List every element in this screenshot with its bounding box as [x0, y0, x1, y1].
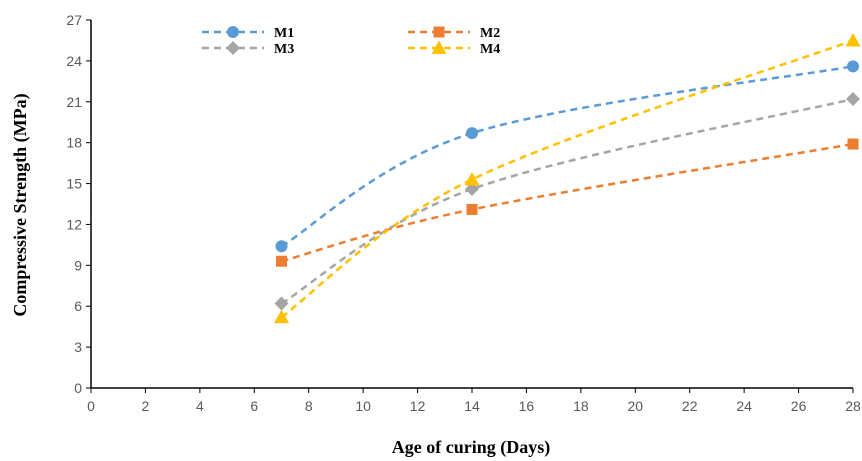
x-tick-label: 0	[87, 398, 95, 414]
x-tick-label: 10	[355, 398, 371, 414]
data-point-m4	[274, 309, 289, 324]
series-m2	[276, 138, 859, 267]
data-point-m1	[466, 127, 478, 140]
x-tick-label: 16	[519, 398, 535, 414]
data-point-m3	[465, 182, 479, 197]
x-tick-label: 6	[250, 398, 258, 414]
data-point-m2	[847, 138, 859, 150]
legend-label-m4: M4	[480, 42, 500, 57]
x-tick-label: 18	[573, 398, 589, 414]
legend-marker-m1	[227, 26, 239, 38]
y-tick-label: 21	[66, 94, 82, 110]
y-tick-label: 0	[74, 380, 82, 396]
y-tick-label: 24	[66, 53, 82, 69]
legend-item-m1: M1	[202, 26, 294, 41]
data-point-m1	[847, 60, 859, 73]
data-point-m4	[845, 32, 861, 47]
series-m3	[274, 92, 860, 311]
y-tick-label: 18	[66, 135, 82, 151]
y-tick-label: 12	[66, 216, 82, 232]
x-tick-label: 12	[410, 398, 426, 414]
y-tick-label: 15	[66, 176, 82, 192]
series-line-m3	[280, 97, 854, 305]
y-tick-label: 9	[74, 257, 82, 273]
legend-item-m2: M2	[408, 26, 500, 41]
legend-label-m1: M1	[274, 26, 294, 41]
x-tick-label: 4	[196, 398, 204, 414]
x-tick-label: 2	[142, 398, 150, 414]
y-tick-label: 6	[74, 298, 82, 314]
legend-label-m2: M2	[480, 26, 500, 41]
series-line-m1	[280, 65, 854, 248]
x-tick-label: 8	[305, 398, 313, 414]
data-point-m1	[275, 240, 288, 253]
series-line-m4	[280, 39, 854, 319]
legend-item-m4: M4	[408, 40, 500, 57]
x-tick-label: 20	[627, 398, 643, 414]
legend-label-m3: M3	[274, 42, 294, 57]
data-point-m4	[464, 171, 480, 186]
legend-marker-m3	[226, 41, 240, 55]
x-tick-label: 24	[736, 398, 752, 414]
series-m1	[275, 60, 859, 253]
legend-marker-m2	[433, 26, 445, 38]
series-m4	[274, 32, 861, 324]
y-tick-label: 27	[66, 12, 82, 28]
y-tick-label: 3	[74, 339, 82, 355]
legend: M1 M2 M3 M4	[202, 26, 500, 57]
data-point-m3	[274, 296, 289, 311]
series-layer	[274, 32, 861, 324]
data-point-m3	[846, 92, 860, 107]
data-point-m2	[276, 255, 287, 267]
legend-marker-m4	[431, 40, 447, 54]
series-line-m2	[281, 142, 854, 263]
x-tick-label: 28	[845, 398, 861, 414]
legend-item-m3: M3	[202, 41, 294, 57]
data-point-m2	[466, 203, 478, 215]
y-axis-title: Compressive Strength (MPa)	[10, 93, 31, 316]
x-axis-title: Age of curing (Days)	[392, 437, 550, 458]
x-tick-label: 22	[682, 398, 698, 414]
x-tick-label: 14	[464, 398, 480, 414]
x-tick-label: 26	[791, 398, 807, 414]
